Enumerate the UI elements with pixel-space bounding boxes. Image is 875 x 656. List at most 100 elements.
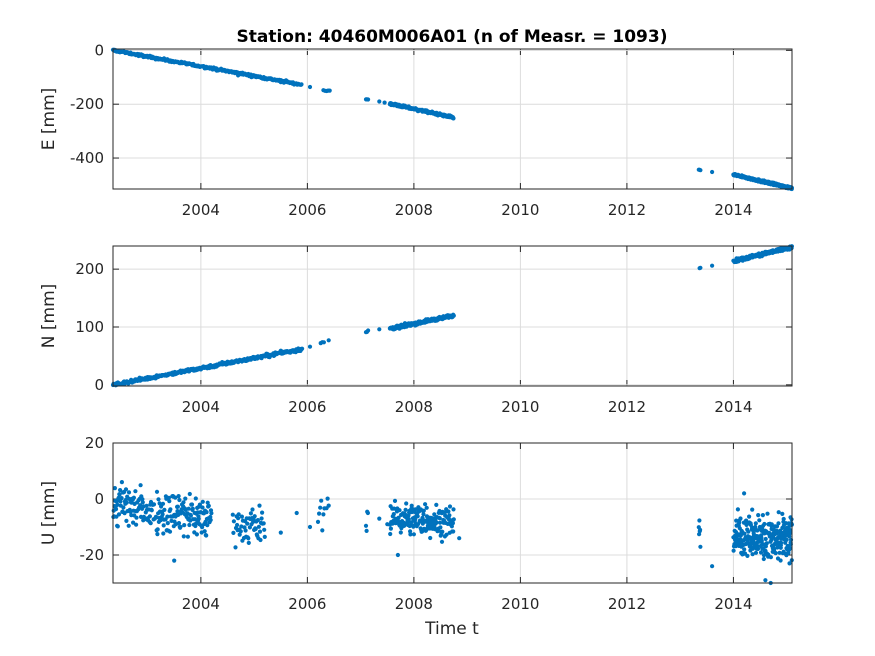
data-point (255, 518, 260, 523)
data-point (186, 506, 191, 511)
data-point (204, 533, 209, 538)
data-point (747, 514, 752, 519)
data-point (124, 500, 129, 505)
data-point (364, 528, 369, 534)
data-point (209, 511, 214, 516)
data-point (126, 490, 132, 495)
data-point (451, 529, 456, 534)
data-point (236, 512, 241, 517)
data-point (761, 556, 766, 562)
data-point (278, 530, 283, 535)
data-point (772, 546, 777, 552)
y-tick-label: 20 (85, 434, 104, 452)
data-point (140, 500, 145, 505)
data-point (365, 510, 370, 516)
x-tick-label: 2014 (714, 595, 752, 613)
data-point (762, 521, 767, 527)
data-point (742, 491, 747, 496)
data-point (112, 486, 117, 491)
data-point (262, 534, 267, 540)
data-point (200, 499, 205, 504)
x-axis-label: Time t (424, 619, 479, 639)
data-point (239, 514, 244, 519)
data-point (245, 521, 250, 526)
data-point (176, 521, 182, 526)
data-point (167, 529, 173, 534)
data-point (437, 516, 442, 521)
data-point (206, 503, 211, 508)
x-tick-label: 2008 (395, 201, 433, 219)
data-point (774, 531, 779, 536)
data-point (697, 518, 702, 523)
data-point (147, 514, 152, 519)
data-point (421, 512, 426, 517)
data-point (447, 504, 453, 509)
data-point (161, 523, 166, 528)
data-point (208, 517, 213, 523)
data-point (181, 534, 186, 539)
data-point (321, 340, 326, 345)
data-point (165, 521, 170, 526)
axes-box-north (112, 245, 793, 387)
data-point (307, 344, 313, 349)
data-point (173, 495, 178, 500)
data-point (253, 526, 258, 532)
data-point (307, 84, 313, 90)
data-point (257, 503, 262, 508)
data-point (411, 532, 416, 537)
data-point (408, 532, 413, 537)
data-point (299, 82, 304, 87)
data-point (200, 525, 205, 530)
data-point (300, 346, 305, 351)
data-point (710, 564, 715, 569)
data-point (168, 507, 173, 512)
data-point (318, 505, 323, 510)
chart-title: Station: 40460M006A01 (n of Measr. = 109… (237, 27, 668, 47)
data-point (118, 488, 123, 493)
data-point (366, 328, 371, 333)
data-point (131, 520, 136, 525)
x-tick-label: 2012 (608, 595, 646, 613)
data-point (326, 338, 331, 343)
data-point (189, 502, 195, 507)
data-point (397, 508, 402, 513)
data-point (735, 507, 741, 512)
data-point (258, 537, 263, 543)
data-point (396, 515, 401, 520)
y-tick-label: -20 (80, 546, 105, 564)
x-tick-label: 2006 (288, 201, 326, 219)
data-point (377, 327, 382, 332)
data-point (385, 522, 390, 527)
data-point (317, 511, 322, 516)
data-point (252, 514, 257, 519)
data-point (738, 516, 743, 521)
data-point (776, 521, 781, 526)
data-point (151, 502, 157, 507)
data-point (449, 524, 454, 529)
data-point (451, 507, 456, 512)
x-tick-label: 2014 (714, 201, 752, 219)
data-point (190, 506, 195, 511)
data-point (757, 518, 762, 523)
x-tick-label: 2004 (182, 201, 220, 219)
data-point (781, 516, 786, 522)
data-point (423, 502, 428, 507)
data-point (377, 99, 382, 104)
panel-east: 2004 2006 2008 2010 2012 2014 0 -200 -400 E [mm] (39, 41, 795, 219)
data-point (778, 558, 783, 563)
data-point (196, 516, 201, 521)
data-point (257, 529, 263, 534)
data-point (181, 500, 186, 505)
data-point (742, 547, 747, 552)
data-point (119, 480, 124, 485)
x-tick-label: 2008 (395, 595, 433, 613)
y-tick-label: 0 (94, 376, 104, 394)
data-point (406, 517, 411, 522)
data-point (698, 544, 703, 549)
data-point (411, 524, 416, 529)
data-point (172, 558, 177, 563)
x-tick-label: 2010 (501, 398, 539, 416)
data-point (167, 499, 172, 504)
x-tick-label: 2014 (714, 398, 752, 416)
data-point (765, 511, 770, 516)
